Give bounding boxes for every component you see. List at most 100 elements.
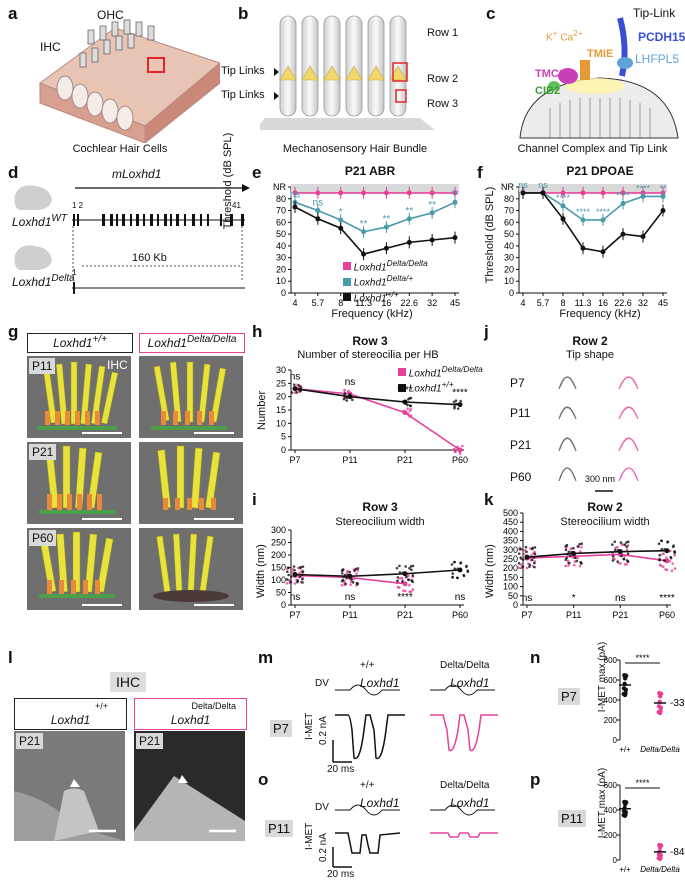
data-point	[664, 558, 670, 564]
data-point	[349, 580, 353, 584]
y-tick-label: 50	[504, 229, 514, 239]
l-age-wt: P21	[16, 733, 44, 749]
p-age: P11	[558, 810, 587, 827]
data-point	[578, 550, 582, 553]
y-tick-label: 0	[613, 856, 618, 865]
sem-mut-p60	[139, 528, 243, 610]
significance-label: ****	[616, 190, 631, 200]
legend-item: Loxhd1Delta/+	[343, 273, 428, 289]
data-point	[661, 565, 665, 569]
data-point	[289, 575, 293, 578]
data-point	[528, 547, 532, 550]
delta-exon-label: 1	[72, 268, 77, 277]
y-tick-label: 0	[513, 600, 518, 610]
y-tick-label: 50	[276, 588, 286, 598]
y-tick-label: 400	[604, 696, 618, 705]
data-point	[613, 540, 617, 544]
data-point	[531, 546, 534, 550]
m-wt-label: +/+ Loxhd1	[360, 660, 400, 690]
x-tick-label: +/+	[619, 745, 631, 754]
data-point	[533, 546, 537, 549]
y-tick-label: 200	[604, 831, 618, 840]
data-point	[456, 407, 460, 410]
o-dv-label: DV	[315, 802, 329, 813]
data-point	[355, 572, 358, 575]
data-point	[619, 541, 623, 544]
data-point	[580, 217, 586, 223]
data-point	[410, 579, 414, 583]
x-tick-label: 4	[520, 298, 525, 308]
chart-h-title2: Number of stereocilia per HB	[297, 349, 439, 361]
data-point	[295, 391, 299, 394]
percent-change-label: -33%	[670, 698, 685, 709]
chart-k-title1: Row 2	[587, 500, 623, 514]
significance-label: ns	[518, 180, 528, 190]
data-point	[457, 402, 463, 408]
data-point	[656, 851, 662, 857]
data-point	[292, 565, 296, 568]
data-point	[361, 190, 367, 196]
g-ihc-label: IHC	[107, 358, 128, 372]
significance-label: **	[383, 214, 391, 225]
data-point	[577, 545, 580, 548]
data-point	[568, 554, 572, 558]
data-point	[406, 412, 410, 415]
data-point	[580, 245, 586, 251]
o-scale-x: 20 ms	[327, 869, 355, 880]
data-point	[657, 542, 661, 546]
x-tick-label: 4	[292, 298, 297, 308]
o-mut-label: Delta/Delta Loxhd1	[440, 780, 490, 810]
data-point	[572, 563, 576, 567]
row3-label: Row 3	[427, 98, 459, 110]
hair-bundle-illustration	[260, 15, 435, 130]
y-tick-label: 20	[504, 264, 514, 274]
channel-complex-illustration	[519, 17, 679, 139]
y-tick-label: 100	[503, 582, 518, 592]
data-point	[383, 190, 389, 196]
significance-label: *	[572, 593, 576, 604]
data-point	[621, 686, 627, 691]
chart-f-ylabel: Threshold (dB SPL)	[484, 186, 496, 284]
data-point	[293, 568, 296, 572]
x-tick-label: 22.6	[401, 298, 419, 308]
data-point	[409, 396, 413, 400]
x-tick-label: P60	[452, 455, 468, 465]
nr-band	[291, 184, 459, 192]
data-point	[625, 559, 629, 562]
data-point	[620, 190, 626, 196]
data-point	[564, 548, 568, 552]
significance-label: ns	[345, 377, 356, 388]
data-point	[411, 564, 415, 568]
data-point	[532, 556, 536, 559]
data-point	[533, 565, 536, 569]
data-point	[396, 576, 400, 579]
data-point	[567, 564, 570, 567]
y-tick-label: 40	[504, 241, 514, 251]
o-scale-y: 0.2 nA	[318, 833, 329, 862]
y-tick-label: 800	[604, 656, 618, 665]
data-point	[290, 391, 294, 394]
j-age-p60: P60	[510, 470, 532, 484]
data-point	[351, 398, 354, 401]
sem-l-wt	[14, 731, 125, 841]
data-point	[525, 550, 528, 554]
data-point	[353, 569, 356, 573]
row3-width-chart: 0 50 100 150 200 250 300 P7 P11 P21 P60 ns ns **** ns	[271, 525, 470, 620]
data-point	[533, 552, 537, 556]
data-point	[578, 564, 582, 568]
significance-label: **	[360, 219, 368, 230]
data-point	[410, 568, 413, 572]
significance-label: ****	[659, 593, 675, 604]
chart-i-title2: Stereocilium width	[335, 516, 425, 528]
data-point	[660, 208, 666, 214]
panel-label-n: n	[530, 648, 541, 667]
data-point	[348, 570, 352, 574]
data-point	[297, 384, 301, 387]
data-point	[622, 557, 626, 561]
data-point	[290, 570, 294, 574]
data-point	[521, 565, 525, 569]
data-point	[669, 555, 673, 559]
data-point	[454, 402, 458, 406]
